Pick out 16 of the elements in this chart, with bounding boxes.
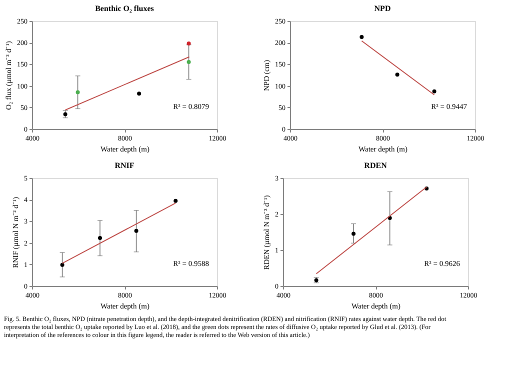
point	[432, 89, 436, 94]
point	[360, 34, 364, 39]
point	[174, 198, 178, 203]
chart-title: RDEN	[364, 161, 388, 170]
chart-title: RNIF	[114, 161, 134, 170]
point	[137, 92, 142, 96]
point	[76, 90, 80, 94]
point	[98, 236, 102, 240]
point	[60, 262, 64, 267]
point	[186, 60, 191, 64]
point	[186, 41, 191, 46]
chart-title: NPD	[374, 4, 391, 13]
chart-title: Benthic O₂ fluxes	[95, 4, 154, 13]
point	[352, 232, 356, 236]
point	[395, 72, 400, 77]
point	[134, 228, 138, 233]
